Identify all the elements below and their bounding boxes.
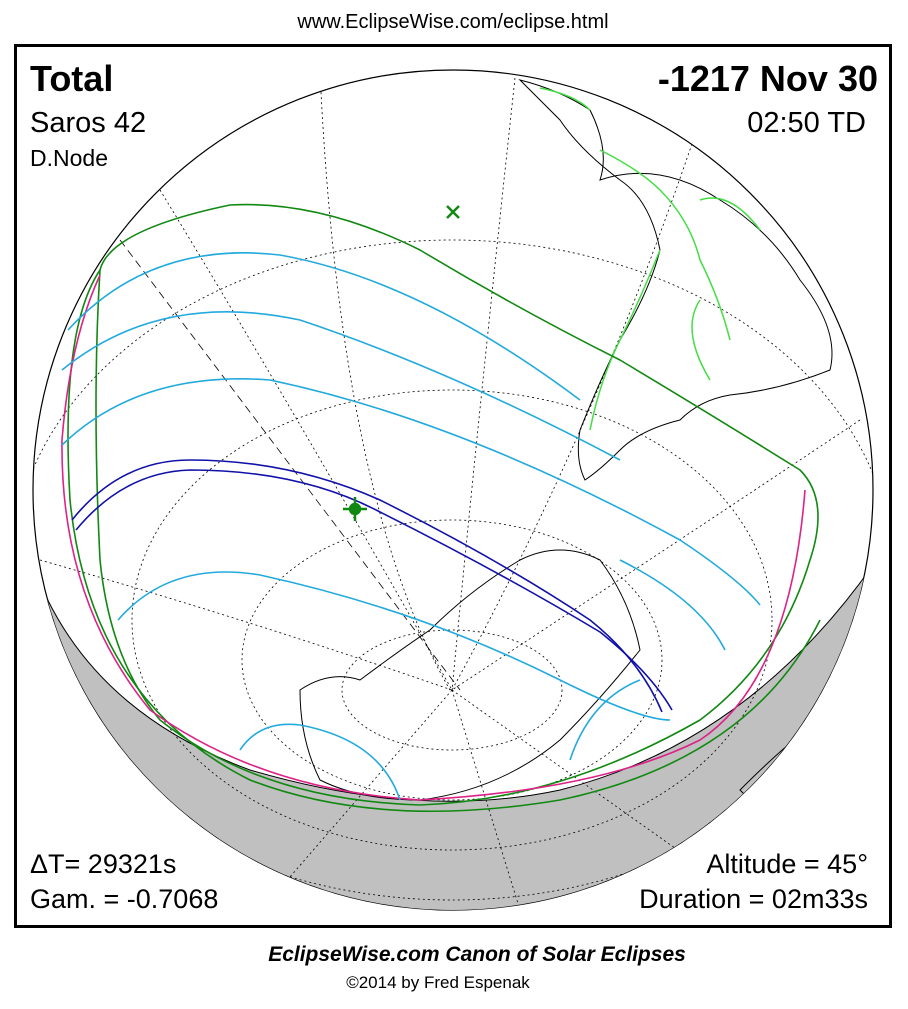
rise-set-curve (61, 274, 806, 801)
country-border (539, 87, 761, 431)
altitude: Altitude = 45° (706, 849, 868, 879)
saros: Saros 42 (30, 107, 146, 139)
duration: Duration = 02m33s (639, 884, 868, 914)
penumbra-limit (95, 203, 819, 806)
south-america (518, 79, 833, 481)
penumbra-magnitude (61, 311, 621, 461)
eclipse-time: 02:50 TD (747, 107, 866, 139)
globe-content (33, 71, 873, 910)
meridian (269, 689, 721, 910)
night-shadow (33, 519, 873, 910)
subsolar-point (446, 205, 460, 219)
umbra-limit (71, 459, 663, 713)
delta-t: ΔT= 29321s (30, 849, 176, 879)
greatest-eclipse-cross (343, 497, 367, 521)
meridian (159, 189, 453, 691)
penumbra-magnitude (619, 559, 726, 651)
antarctica (299, 549, 641, 801)
penumbra-limit (67, 269, 821, 813)
gamma: Gam. = -0.7068 (30, 884, 218, 914)
eclipse-date: -1217 Nov 30 (658, 58, 878, 99)
meridian (451, 119, 701, 691)
parallel (241, 519, 663, 801)
penumbra-magnitude (239, 723, 401, 801)
penumbra-magnitude (61, 378, 761, 606)
markers (343, 205, 460, 521)
source-url: www.EclipseWise.com/eclipse.html (296, 11, 608, 33)
globe-group (32, 69, 874, 911)
umbra-limit (75, 469, 673, 711)
parallel (341, 629, 563, 751)
meridian (319, 71, 451, 691)
node: D.Node (30, 145, 108, 171)
parallel (131, 389, 773, 851)
penumbra-magnitude (67, 252, 581, 401)
eclipse-paths (61, 203, 821, 813)
eclipse-type: Total (30, 58, 113, 99)
copyright: ©2014 by Fred Espenak (346, 973, 530, 992)
footer-title: EclipseWise.com Canon of Solar Eclipses (268, 943, 686, 966)
penumbra-magnitude (569, 679, 641, 761)
penumbra-magnitude (117, 571, 671, 721)
